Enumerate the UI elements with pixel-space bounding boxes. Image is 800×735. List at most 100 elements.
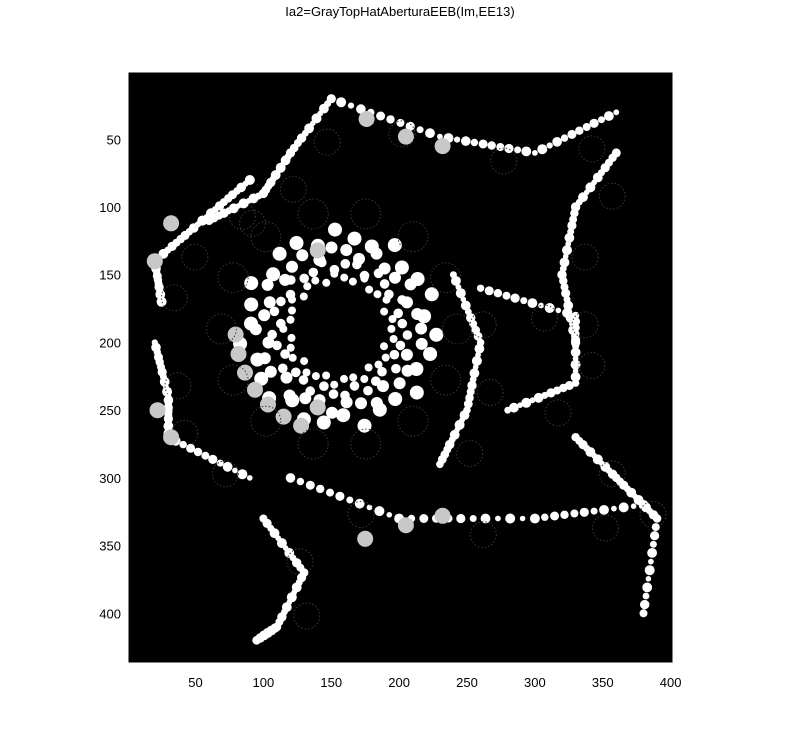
grey-bead: [146, 253, 163, 270]
chain-bead: [502, 291, 511, 300]
grey-bead: [358, 111, 375, 127]
bead: [285, 289, 296, 300]
bead: [299, 392, 312, 405]
bead: [387, 324, 396, 333]
grey-bead: [309, 242, 326, 259]
bead: [287, 333, 296, 342]
chain-bead: [563, 300, 574, 311]
bead: [263, 296, 276, 309]
faint-ring: [430, 364, 462, 396]
chain-bead: [599, 505, 609, 515]
chain-bead: [252, 636, 261, 645]
chain-bead: [455, 288, 466, 299]
chain-bead: [567, 129, 577, 139]
bead: [272, 246, 287, 261]
faint-ring: [388, 120, 416, 148]
faint-ring: [250, 405, 282, 437]
faint-ring: [469, 521, 497, 549]
chain-bead: [469, 368, 480, 379]
central-hole: [299, 288, 380, 369]
chain-bead: [347, 102, 355, 109]
chain-bead: [474, 343, 485, 354]
image-area: [128, 72, 673, 663]
faint-ring: [205, 313, 237, 345]
grey-bead: [163, 215, 180, 232]
bead: [374, 360, 383, 369]
bead: [262, 336, 275, 349]
bead: [389, 349, 400, 360]
chain-bead: [559, 257, 570, 268]
bead: [340, 396, 353, 409]
bead: [258, 309, 271, 322]
bead: [347, 231, 362, 246]
chain-bead: [476, 284, 485, 292]
chain-bead: [589, 118, 599, 128]
chain-bead: [416, 126, 424, 134]
bead: [311, 276, 320, 285]
faint-ring: [286, 548, 314, 576]
bead: [423, 347, 438, 361]
bead: [250, 352, 265, 367]
chain-bead: [296, 477, 305, 486]
chain-bead: [356, 104, 366, 114]
bead: [401, 296, 413, 309]
chain-bead: [460, 300, 471, 311]
bead: [319, 381, 329, 392]
faint-ring: [250, 221, 282, 253]
faint-ring: [578, 135, 606, 163]
chain-bead: [575, 126, 584, 135]
chain-bead: [561, 288, 571, 298]
grey-bead: [309, 399, 326, 416]
y-tick-label: 250: [99, 403, 121, 418]
y-axis: 50 100 150 200 250 300 350 400: [99, 132, 134, 621]
x-tick-label: 250: [456, 675, 478, 690]
chain-bead: [546, 388, 556, 398]
chain-bead: [570, 347, 581, 358]
chain-bead: [560, 510, 569, 519]
bead: [349, 373, 358, 382]
faint-ring: [293, 602, 321, 630]
chain-bead: [469, 515, 477, 522]
grey-bead: [227, 326, 244, 343]
chain-bead: [496, 143, 505, 151]
bead: [316, 415, 331, 430]
bead: [322, 278, 331, 287]
bead: [365, 285, 374, 294]
bead: [296, 249, 309, 262]
chain-bead: [495, 515, 501, 522]
chain-bead: [316, 484, 325, 494]
bead: [373, 290, 382, 299]
bead: [286, 260, 298, 273]
grey-bead: [230, 346, 247, 362]
y-tick-label: 200: [99, 335, 121, 350]
bead: [269, 306, 280, 317]
bead: [393, 377, 406, 390]
bead: [372, 402, 387, 417]
chain-bead: [640, 599, 650, 610]
faint-ring: [592, 514, 619, 542]
bead: [264, 365, 277, 378]
grey-bead: [293, 417, 310, 434]
faint-ring: [239, 209, 266, 237]
chain-bead: [386, 115, 395, 124]
chain-bead: [487, 141, 496, 150]
bead: [363, 385, 373, 396]
chain-bead: [570, 372, 581, 382]
faint-ring: [279, 175, 307, 203]
bead: [384, 289, 394, 300]
chain-bead: [461, 136, 471, 146]
bead: [389, 335, 398, 343]
chain-bead: [510, 293, 520, 303]
chain-bead: [456, 513, 466, 524]
chain-bead: [208, 454, 218, 464]
x-tick-label: 50: [188, 675, 202, 690]
bead: [355, 397, 367, 410]
bead: [261, 278, 274, 291]
chain-bead: [533, 392, 544, 403]
bead: [299, 292, 308, 301]
grey-bead: [357, 530, 374, 547]
faint-ring: [297, 198, 329, 230]
bead: [402, 330, 413, 340]
faint-ring: [476, 379, 504, 406]
